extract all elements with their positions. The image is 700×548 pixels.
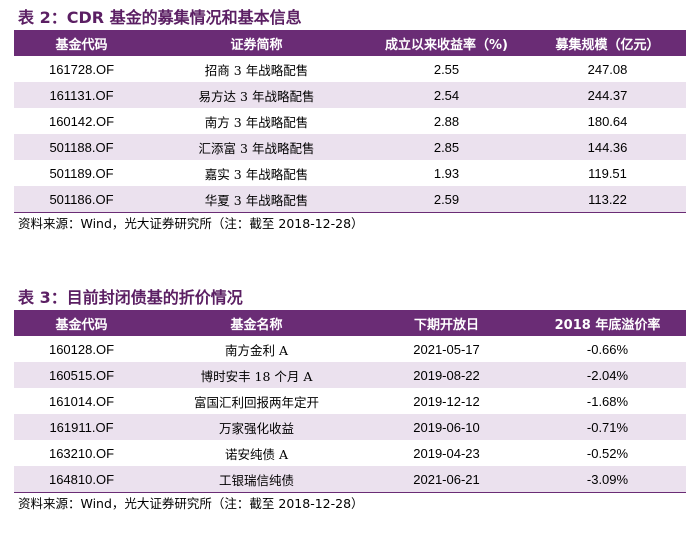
table-header-row: 基金代码 证券简称 成立以来收益率（%) 募集规模（亿元） bbox=[14, 30, 686, 56]
fund-name: 诺安纯债 A bbox=[224, 446, 288, 462]
premium-rate: -2.04% bbox=[529, 362, 686, 388]
fund-code: 164810.OF bbox=[14, 466, 149, 493]
next-open-date: 2021-06-21 bbox=[364, 466, 529, 493]
premium-rate: -3.09% bbox=[529, 466, 686, 493]
fund-code: 160142.OF bbox=[48, 113, 115, 129]
fund-short-name: 易方达 3 年战略配售 bbox=[149, 82, 364, 108]
next-open-date: 2019-06-10 bbox=[364, 414, 529, 440]
raised-amount: 144.36 bbox=[529, 134, 686, 160]
table-row: 160515.OF 博时安丰 18 个月 A 2019-08-22 -2.04% bbox=[14, 362, 686, 388]
table2-title: 表 2：CDR 基金的募集情况和基本信息 bbox=[18, 8, 302, 27]
fund-code: 161131.OF bbox=[14, 82, 149, 108]
raised-amount: 247.08 bbox=[587, 61, 628, 77]
table3-title: 表 3：目前封闭债基的折价情况 bbox=[18, 288, 243, 307]
next-open-date: 2019-04-23 bbox=[413, 445, 480, 461]
raised-amount: 113.22 bbox=[529, 186, 686, 213]
table-row: 160128.OF 南方金利 A 2021-05-17 -0.66% bbox=[14, 336, 686, 362]
table-row: 501189.OF 嘉实 3 年战略配售 1.93 119.51 bbox=[14, 160, 686, 186]
return-since-inception: 2.85 bbox=[364, 134, 529, 160]
column-header: 基金名称 bbox=[149, 310, 364, 336]
table-row: 160142.OF 南方 3 年战略配售 2.88 180.64 bbox=[14, 108, 686, 134]
table3-section: 表 3：目前封闭债基的折价情况 基金代码 基金名称 下期开放日 2018 年底溢… bbox=[14, 286, 686, 515]
premium-rate: -0.52% bbox=[586, 445, 629, 461]
table-row: 501188.OF 汇添富 3 年战略配售 2.85 144.36 bbox=[14, 134, 686, 160]
table-row: 161728.OF 招商 3 年战略配售 2.55 247.08 bbox=[14, 56, 686, 82]
fund-code: 160128.OF bbox=[48, 341, 115, 357]
table3-source-note: 资料来源：Wind，光大证券研究所（注：截至 2018-12-28） bbox=[18, 496, 364, 511]
premium-rate: -0.71% bbox=[529, 414, 686, 440]
table-row: 501186.OF 华夏 3 年战略配售 2.59 113.22 bbox=[14, 186, 686, 213]
next-open-date: 2019-08-22 bbox=[364, 362, 529, 388]
fund-code: 160515.OF bbox=[14, 362, 149, 388]
fund-code: 161728.OF bbox=[48, 61, 115, 77]
column-header: 2018 年底溢价率 bbox=[529, 310, 686, 336]
fund-code: 501189.OF bbox=[49, 165, 114, 181]
fund-code: 501188.OF bbox=[14, 134, 149, 160]
cdr-fund-table: 基金代码 证券简称 成立以来收益率（%) 募集规模（亿元） 161728.OF … bbox=[14, 30, 686, 213]
table2-source-note: 资料来源：Wind，光大证券研究所（注：截至 2018-12-28） bbox=[18, 216, 364, 231]
raised-amount: 180.64 bbox=[587, 113, 628, 129]
premium-rate: -1.68% bbox=[586, 393, 629, 409]
fund-name: 南方金利 A bbox=[224, 342, 288, 358]
fund-code: 501186.OF bbox=[14, 186, 149, 213]
fund-code: 163210.OF bbox=[48, 445, 115, 461]
table-row: 161014.OF 富国汇利回报两年定开 2019-12-12 -1.68% bbox=[14, 388, 686, 414]
fund-name: 工银瑞信纯债 bbox=[149, 466, 364, 493]
return-since-inception: 2.88 bbox=[433, 113, 460, 129]
fund-name: 万家强化收益 bbox=[149, 414, 364, 440]
fund-short-name: 华夏 3 年战略配售 bbox=[149, 186, 364, 213]
fund-short-name: 汇添富 3 年战略配售 bbox=[149, 134, 364, 160]
table-row: 161131.OF 易方达 3 年战略配售 2.54 244.37 bbox=[14, 82, 686, 108]
fund-code: 161911.OF bbox=[14, 414, 149, 440]
closed-bond-fund-table: 基金代码 基金名称 下期开放日 2018 年底溢价率 160128.OF 南方金… bbox=[14, 310, 686, 493]
table-row: 163210.OF 诺安纯债 A 2019-04-23 -0.52% bbox=[14, 440, 686, 466]
column-header: 基金代码 bbox=[14, 30, 149, 56]
return-since-inception: 1.93 bbox=[433, 165, 460, 181]
fund-short-name: 嘉实 3 年战略配售 bbox=[204, 166, 309, 182]
column-header: 募集规模（亿元） bbox=[529, 30, 686, 56]
premium-rate: -0.66% bbox=[586, 341, 629, 357]
next-open-date: 2019-12-12 bbox=[413, 393, 480, 409]
column-header: 成立以来收益率（%) bbox=[364, 30, 529, 56]
raised-amount: 119.51 bbox=[588, 165, 627, 181]
fund-name: 博时安丰 18 个月 A bbox=[149, 362, 364, 388]
fund-short-name: 南方 3 年战略配售 bbox=[204, 114, 309, 130]
fund-short-name: 招商 3 年战略配售 bbox=[204, 62, 309, 78]
column-header: 下期开放日 bbox=[364, 310, 529, 336]
table-row: 164810.OF 工银瑞信纯债 2021-06-21 -3.09% bbox=[14, 466, 686, 493]
raised-amount: 244.37 bbox=[529, 82, 686, 108]
table-row: 161911.OF 万家强化收益 2019-06-10 -0.71% bbox=[14, 414, 686, 440]
column-header: 基金代码 bbox=[14, 310, 149, 336]
fund-code: 161014.OF bbox=[48, 393, 115, 409]
return-since-inception: 2.59 bbox=[364, 186, 529, 213]
table-header-row: 基金代码 基金名称 下期开放日 2018 年底溢价率 bbox=[14, 310, 686, 336]
fund-name: 富国汇利回报两年定开 bbox=[193, 394, 319, 410]
table2-section: 表 2：CDR 基金的募集情况和基本信息 基金代码 证券简称 成立以来收益率（%… bbox=[14, 6, 686, 235]
return-since-inception: 2.54 bbox=[364, 82, 529, 108]
column-header: 证券简称 bbox=[149, 30, 364, 56]
return-since-inception: 2.55 bbox=[433, 61, 460, 77]
next-open-date: 2021-05-17 bbox=[413, 341, 480, 357]
